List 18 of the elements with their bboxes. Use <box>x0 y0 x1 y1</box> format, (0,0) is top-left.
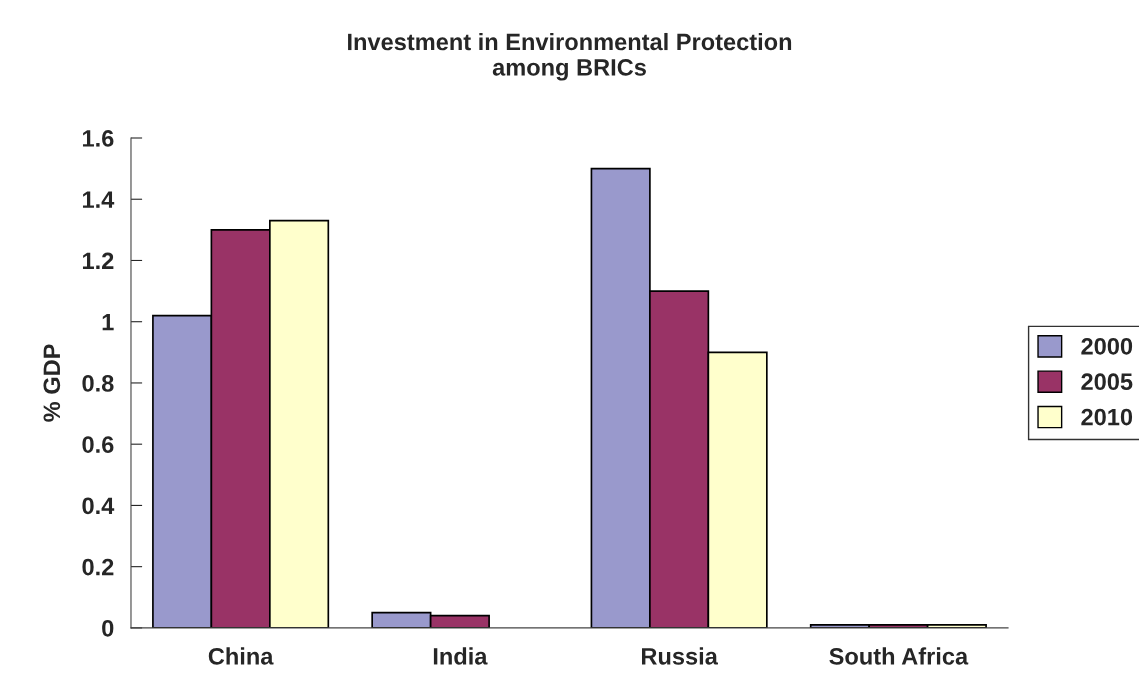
x-tick-label: India <box>433 647 488 665</box>
y-tick-label: 0.2 <box>82 558 114 576</box>
y-tick-label: 0 <box>102 619 114 637</box>
x-tick-label: South Africa <box>829 647 969 665</box>
y-tick-label: 0.4 <box>82 497 115 515</box>
legend-label: 2000 <box>1081 337 1133 355</box>
x-tick-label: Russia <box>642 647 718 665</box>
legend-label: 2005 <box>1081 373 1133 391</box>
legend-label: 2010 <box>1081 408 1133 426</box>
y-tick-label: 1.4 <box>82 191 115 208</box>
y-tick-label: 1.6 <box>82 130 114 147</box>
y-tick-label: 0.8 <box>82 375 114 392</box>
chart-title: Investment in Environmental Protection among BRICs <box>348 32 792 81</box>
y-tick-label: 0.6 <box>82 436 114 453</box>
y-tick-label: 1.2 <box>82 252 114 270</box>
y-axis-title: % GDP <box>43 344 61 422</box>
y-tick-label: 1 <box>102 314 114 331</box>
x-tick-label: China <box>208 647 274 665</box>
